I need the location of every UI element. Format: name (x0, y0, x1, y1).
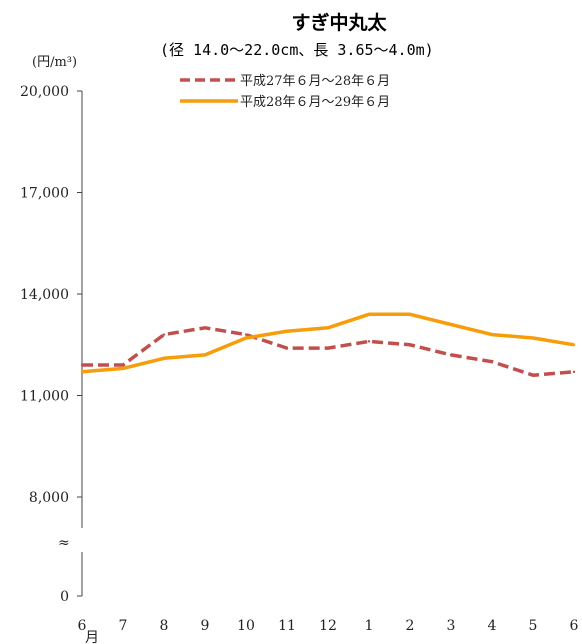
x-tick-label: 6 (570, 618, 579, 634)
series-1-point (80, 363, 84, 367)
x-tick-label: 4 (488, 618, 497, 634)
series-1-point (408, 343, 412, 346)
series-2-point (449, 323, 453, 326)
series-1-point (572, 370, 576, 374)
series-2-point (80, 370, 84, 374)
chart-subtitle: (径 14.0〜22.0cm、長 3.65〜4.0m) (160, 41, 434, 59)
series-2-point (121, 367, 125, 370)
x-tick-label: 5 (529, 618, 538, 634)
series-1-point (121, 363, 125, 367)
chart-title: すぎ中丸太 (291, 11, 387, 34)
series-1-point (490, 360, 494, 363)
legend-label-series-2: 平成28年６月〜29年６月 (240, 95, 390, 110)
series-1-point (285, 346, 289, 350)
x-tick-label: 3 (447, 618, 456, 634)
x-tick-label: 12 (319, 618, 337, 634)
series-1-point (162, 333, 166, 336)
x-tick-label: 8 (160, 618, 169, 634)
x-axis-unit: 月 (85, 630, 99, 644)
series-2-point (285, 330, 289, 333)
plot-area (80, 312, 576, 377)
x-tick-label: 11 (278, 618, 296, 634)
series-2-point (367, 313, 371, 316)
x-tick-label: 1 (365, 618, 374, 634)
series-2-point (244, 336, 248, 340)
series-2-point (326, 326, 330, 330)
x-tick-label: 9 (201, 618, 210, 634)
y-tick-label: 0 (60, 589, 69, 605)
series-1-point (244, 333, 248, 336)
y-axis-unit: (円/m³) (32, 55, 77, 70)
y-tick-label: 20,000 (20, 84, 69, 100)
series-1-point (449, 353, 453, 357)
series-2-point (162, 357, 166, 360)
series-2-point (408, 313, 412, 316)
series-1-point (203, 326, 207, 330)
series-2-point (490, 333, 494, 336)
legend: 平成27年６月〜28年６月 平成28年６月〜29年６月 (180, 74, 390, 110)
y-tick-label: 14,000 (20, 287, 69, 303)
axis-break-mark: ≈ (58, 535, 70, 551)
series-1-point (367, 340, 371, 343)
x-tick-label: 2 (406, 618, 415, 634)
x-tick-label: 7 (119, 618, 128, 634)
x-tick-label: 6 (78, 618, 87, 634)
series-2-point (531, 336, 535, 340)
series-2-point (572, 343, 576, 346)
series-1-point (531, 374, 535, 377)
y-tick-label: 8,000 (29, 490, 69, 506)
series-1-point (326, 346, 330, 350)
legend-label-series-1: 平成27年６月〜28年６月 (240, 74, 390, 89)
series-2-point (203, 353, 207, 357)
y-tick-label: 11,000 (20, 389, 69, 405)
y-tick-label: 17,000 (20, 186, 69, 202)
x-tick-label: 10 (237, 618, 255, 634)
